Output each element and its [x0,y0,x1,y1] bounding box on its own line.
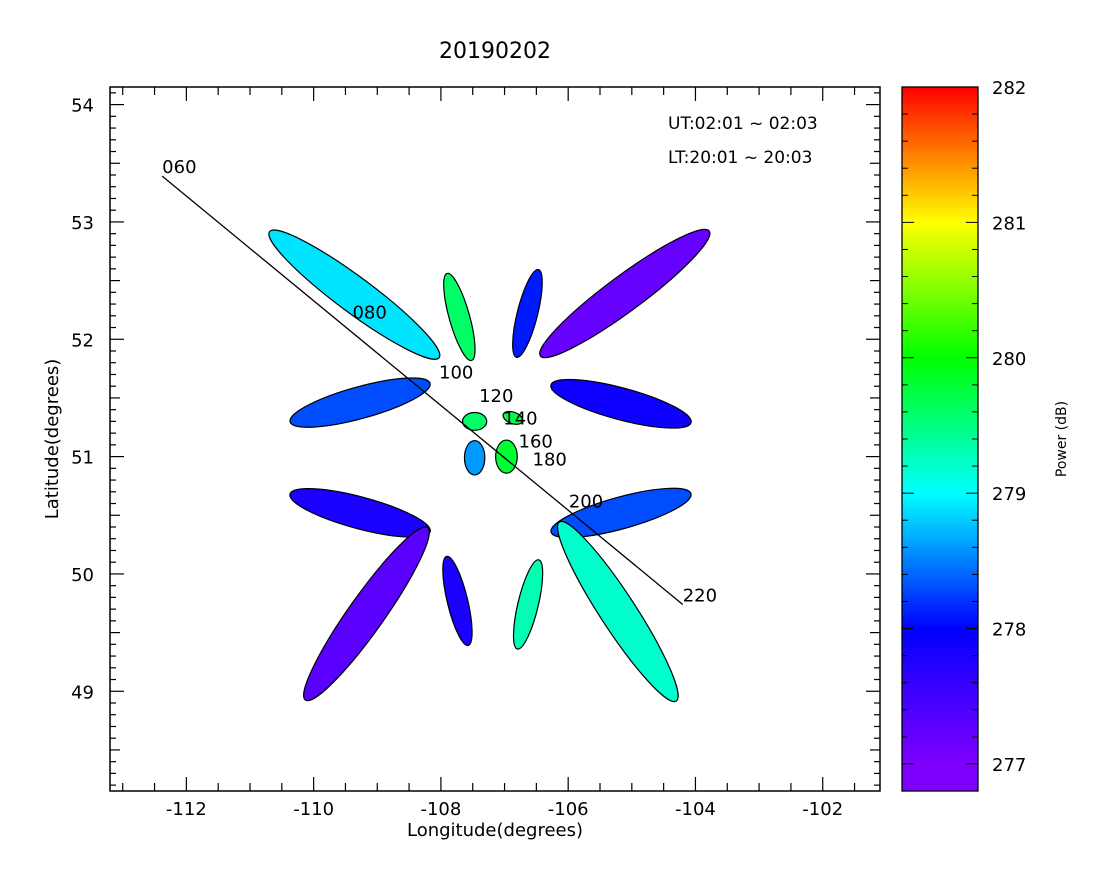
colorbar-tick-label: 280 [992,349,1026,370]
colorbar-ticks: 277 278 279 280 281 282 [902,78,1026,792]
range-label: 120 [479,386,513,407]
x-axis-label: Longitude(degrees) [407,820,583,841]
x-tick-label: -110 [293,799,334,820]
range-line [161,175,684,605]
colorbar-tick-label: 281 [992,213,1026,234]
x-tick-label: -112 [166,799,207,820]
colorbar-gradient [901,86,979,792]
beam-ellipse [512,559,544,650]
range-label: 160 [519,432,553,453]
y-tick-label: 52 [71,330,94,351]
beam-ellipse [556,520,679,703]
beam-ellipse [303,526,430,702]
x-tick-label: -102 [802,799,843,820]
colorbar-tick-label: 278 [992,620,1026,641]
y-tick-label: 49 [71,682,94,703]
y-axis-label: Latitude(degrees) [42,359,63,520]
x-tick-label: -106 [548,799,589,820]
chart-title: 20190202 [439,39,551,64]
colorbar-tick-label: 279 [992,484,1026,505]
beam-ellipse [289,377,431,428]
range-label: 220 [683,585,717,606]
y-axis-ticks: 49 50 51 52 53 54 [71,92,880,786]
x-axis-ticks: -112 -110 -108 -106 -104 -102 [122,87,856,820]
beam-ellipse [268,229,441,360]
lt-annotation: LT:20:01 ~ 20:03 [668,148,812,168]
colorbar-tick-label: 277 [992,755,1026,776]
range-label: 200 [569,492,603,513]
colorbar-label: Power (dB) [1054,401,1070,477]
beam-ellipse [495,439,518,474]
beam-ellipse [463,439,486,476]
y-tick-label: 51 [71,448,94,469]
beam-ellipse [289,488,431,538]
y-tick-label: 53 [71,213,94,234]
beam-ellipse [539,228,711,359]
colorbar-tick-label: 282 [992,78,1026,99]
beam-ellipse [550,378,692,429]
y-tick-label: 50 [71,565,94,586]
beam-ellipse [443,272,476,362]
range-label: 100 [439,363,473,384]
range-label: 060 [162,157,196,178]
ut-annotation: UT:02:01 ~ 02:03 [668,114,818,134]
plot-frame [109,86,881,792]
beam-ellipses [268,228,711,703]
range-label: 140 [503,408,537,429]
beam-ellipse [512,268,543,358]
x-tick-label: -104 [675,799,716,820]
beam-ellipse [502,410,524,425]
beam-ellipse [442,555,473,647]
beam-ellipse [461,411,488,431]
x-tick-label: -108 [420,799,461,820]
range-label: 180 [533,449,567,470]
colorbar: 277 278 279 280 281 282 Power (dB) [901,78,1070,792]
range-label: 080 [352,303,386,324]
y-tick-label: 54 [71,96,94,117]
